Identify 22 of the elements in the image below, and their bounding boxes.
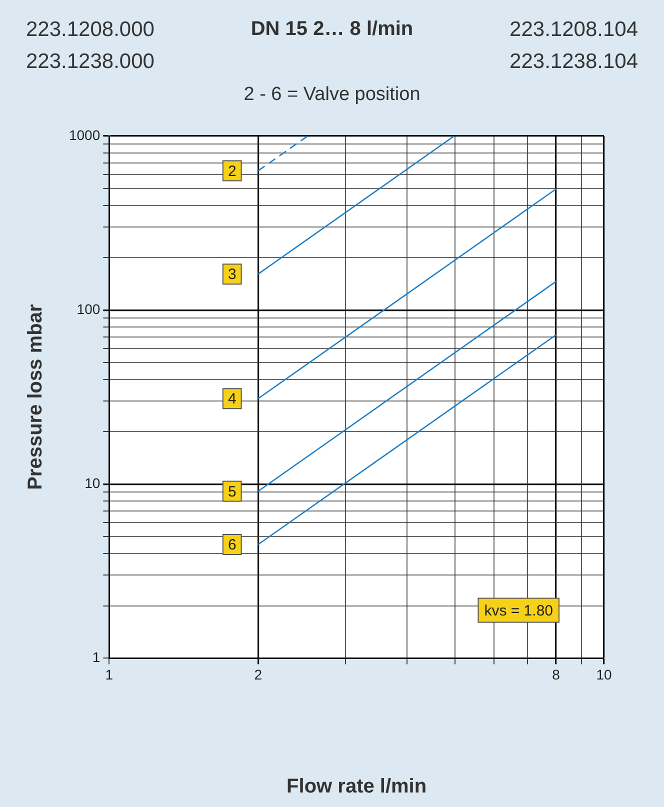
chart-subtitle: 2 - 6 = Valve position <box>242 84 422 106</box>
text: 223.1208.000 <box>26 18 154 42</box>
series-label: 4 <box>228 390 236 408</box>
x-axis-title: Flow rate l/min <box>286 776 427 798</box>
y-tick-label: 10 <box>84 474 100 491</box>
x-tick-label: 2 <box>254 666 262 682</box>
chart-title: DN 15 2… 8 l/min <box>250 18 414 40</box>
text: 223.1238.000 <box>26 50 154 74</box>
series-label: 6 <box>228 536 236 554</box>
y-tick-label: 1000 <box>68 126 100 143</box>
y-tick-label: 100 <box>76 300 100 317</box>
y-tick-label: 1 <box>92 649 100 666</box>
series-label: 3 <box>228 266 236 284</box>
x-tick-label: 10 <box>596 666 612 682</box>
series-label: 5 <box>228 483 236 500</box>
x-tick-label: 8 <box>552 666 560 682</box>
x-tick-label: 1 <box>105 666 114 682</box>
annotation: kvs = 1.80 <box>484 602 554 620</box>
y-axis-title: Pressure loss mbar <box>24 304 47 490</box>
text: 223.1208.104 <box>510 18 638 42</box>
text: 223.1238.104 <box>510 50 638 74</box>
series-label: 2 <box>228 162 236 180</box>
